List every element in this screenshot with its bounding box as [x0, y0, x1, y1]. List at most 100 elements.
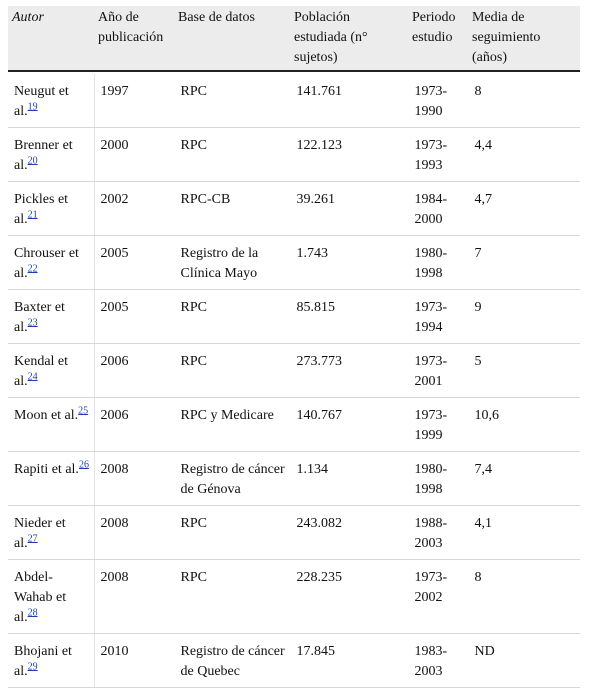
cell-period: 1983-2003 — [407, 633, 468, 688]
cell-population: 228.235 — [289, 559, 408, 634]
cell-followup: 7 — [467, 235, 580, 290]
table-row: Chrouser et al.22 2005 Registro de la Clín… — [8, 235, 580, 290]
cell-period: 1980-1998 — [407, 235, 468, 290]
cell-followup: 4,7 — [467, 181, 580, 236]
cell-population: 122.123 — [289, 127, 408, 182]
cell-population: 1.134 — [289, 451, 408, 506]
cell-author: Rapiti et al.26 — [8, 451, 95, 506]
header-database: Base de datos — [174, 6, 290, 72]
cell-database: Registro de cáncer de Génova — [173, 451, 290, 506]
cell-database: RPC — [173, 289, 290, 344]
cell-year: 2006 — [93, 343, 174, 398]
cell-population: 1.743 — [289, 235, 408, 290]
cell-period: 1973-2001 — [407, 343, 468, 398]
table-row: Abdel-Wahab et al.28 2008 RPC 228.235 1973-2… — [8, 559, 580, 634]
cell-followup: 10,6 — [467, 397, 580, 452]
cell-author: Chrouser et al.22 — [8, 235, 95, 290]
cell-followup: 8 — [467, 74, 580, 128]
author-name: Moon et al. — [14, 408, 79, 423]
cell-population: 39.261 — [289, 181, 408, 236]
reference-link[interactable]: 19 — [27, 101, 38, 113]
cell-population: 141.761 — [289, 74, 408, 128]
reference-link[interactable]: 22 — [27, 263, 38, 275]
cell-followup: 9 — [467, 289, 580, 344]
cell-author: Nieder et al.27 — [8, 505, 95, 560]
cell-period: 1980-1998 — [407, 451, 468, 506]
cell-population: 85.815 — [289, 289, 408, 344]
author-name: Brenner et al. — [14, 138, 73, 173]
cell-database: RPC — [173, 559, 290, 634]
header-followup: Media de seguimiento (años) — [468, 6, 580, 72]
table-row: Moon et al.25 2006 RPC y Medicare 140.767 19… — [8, 397, 580, 452]
reference-link[interactable]: 28 — [27, 607, 38, 619]
cell-database: RPC — [173, 343, 290, 398]
cell-year: 2005 — [93, 235, 174, 290]
reference-link[interactable]: 27 — [27, 533, 38, 545]
cell-year: 2005 — [93, 289, 174, 344]
cell-population: 243.082 — [289, 505, 408, 560]
cell-author: Kendal et al.24 — [8, 343, 95, 398]
reference-link[interactable]: 24 — [27, 371, 38, 383]
reference-link[interactable]: 25 — [78, 405, 89, 417]
cell-database: RPC y Medicare — [173, 397, 290, 452]
cell-followup: ND — [467, 633, 580, 688]
cell-year: 2000 — [93, 127, 174, 182]
reference-link[interactable]: 20 — [27, 155, 38, 167]
reference-link[interactable]: 26 — [78, 459, 89, 471]
header-population: Población estudiada (n° sujetos) — [290, 6, 408, 72]
cell-followup: 7,4 — [467, 451, 580, 506]
cell-database: RPC — [173, 74, 290, 128]
cell-author: Baxter et al.23 — [8, 289, 95, 344]
cell-population: 273.773 — [289, 343, 408, 398]
author-name: Kendal et al. — [14, 354, 69, 389]
reference-link[interactable]: 23 — [27, 317, 38, 329]
table-row: Rapiti et al.26 2008 Registro de cáncer de… — [8, 451, 580, 506]
cell-population: 140.767 — [289, 397, 408, 452]
reference-link[interactable]: 21 — [27, 209, 38, 221]
header-year: Año de publicación — [94, 6, 174, 72]
cell-database: RPC — [173, 127, 290, 182]
cell-followup: 5 — [467, 343, 580, 398]
author-name: Pickles et al. — [14, 192, 69, 227]
cell-period: 1973-1994 — [407, 289, 468, 344]
author-name: Baxter et al. — [14, 300, 65, 335]
reference-link[interactable]: 29 — [27, 661, 38, 673]
header-period: Periodo estudio — [408, 6, 468, 72]
cell-year: 2002 — [93, 181, 174, 236]
cell-author: Brenner et al.20 — [8, 127, 95, 182]
table-row: Bhojani et al.29 2010 Registro de cáncer d… — [8, 633, 580, 688]
cell-author: Neugut et al.19 — [8, 74, 95, 128]
table-row: Kendal et al.24 2006 RPC 273.773 1973-2001 5 — [8, 343, 580, 398]
cell-year: 2008 — [93, 559, 174, 634]
table-row: Brenner et al.20 2000 RPC 122.123 1973-1993 4… — [8, 127, 580, 182]
cell-followup: 4,4 — [467, 127, 580, 182]
cell-period: 1973-1993 — [407, 127, 468, 182]
cell-database: Registro de cáncer de Quebec — [173, 633, 290, 688]
author-name: Abdel-Wahab et al. — [14, 570, 67, 625]
cell-year: 2010 — [93, 633, 174, 688]
author-name: Chrouser et al. — [14, 246, 79, 281]
cell-period: 1984-2000 — [407, 181, 468, 236]
table-header-row: Autor Año de publicación Base de datos P… — [8, 6, 580, 72]
author-name: Bhojani et al. — [14, 644, 72, 679]
studies-table: Autor Año de publicación Base de datos P… — [8, 6, 580, 688]
cell-year: 2006 — [93, 397, 174, 452]
author-name: Nieder et al. — [14, 516, 66, 551]
cell-database: Registro de la Clínica Mayo — [173, 235, 290, 290]
cell-population: 17.845 — [289, 633, 408, 688]
cell-year: 2008 — [93, 451, 174, 506]
author-name: Rapiti et al. — [14, 462, 79, 477]
table-row: Pickles et al.21 2002 RPC-CB 39.261 1984-200… — [8, 181, 580, 236]
cell-author: Pickles et al.21 — [8, 181, 95, 236]
cell-year: 1997 — [93, 74, 174, 128]
cell-database: RPC-CB — [173, 181, 290, 236]
table-row: Baxter et al.23 2005 RPC 85.815 1973-1994 9 — [8, 289, 580, 344]
author-name: Neugut et al. — [14, 84, 69, 119]
cell-followup: 4,1 — [467, 505, 580, 560]
cell-followup: 8 — [467, 559, 580, 634]
cell-author: Moon et al.25 — [8, 397, 95, 452]
cell-author: Abdel-Wahab et al.28 — [8, 559, 95, 634]
studies-table-container: Autor Año de publicación Base de datos P… — [8, 6, 580, 688]
cell-period: 1973-1990 — [407, 74, 468, 128]
header-author: Autor — [8, 6, 94, 72]
